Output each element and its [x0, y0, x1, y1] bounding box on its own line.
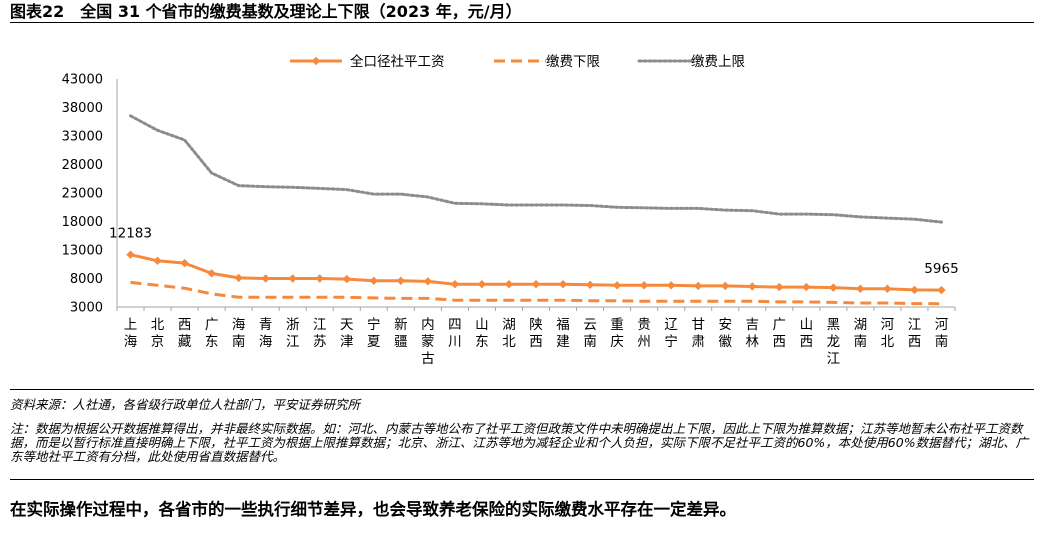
y-tick-label: 8000 — [70, 272, 103, 287]
x-tick-label: 福建 — [556, 317, 570, 350]
x-tick-label: 青海 — [259, 317, 273, 350]
data-point — [207, 269, 216, 278]
data-point — [883, 284, 892, 293]
data-point — [829, 283, 838, 292]
data-point — [937, 285, 946, 295]
x-tick-label: 辽宁 — [664, 317, 678, 350]
y-axis: 3000 8000 13000 18000 23000 28000 33000 38000 43… — [62, 73, 118, 316]
data-point — [666, 281, 676, 290]
bottom-rule — [10, 479, 1034, 480]
data-point — [721, 281, 730, 291]
note-text: 注：数据为根据公开数据推算得出，并非最终实际数据。如：河北、内蒙古等地公布了社平… — [10, 421, 1029, 464]
x-tick-label: 江西 — [908, 317, 922, 350]
data-point — [802, 282, 811, 292]
x-axis: 上海北京西藏广东海南青海浙江江苏天津宁夏新疆内蒙古四川山东湖北陕西福建云南重庆贵… — [116, 306, 956, 367]
x-tick-label: 甘肃 — [691, 317, 705, 350]
y-tick-label: 28000 — [62, 158, 103, 173]
figure-title: 图表22 全国 31 个省市的缴费基数及理论上下限（2023 年，元/月） — [10, 2, 522, 21]
top-rule — [10, 22, 1034, 23]
y-tick-label: 18000 — [62, 215, 103, 230]
x-tick-label: 重庆 — [610, 317, 624, 350]
y-tick-label: 3000 — [70, 301, 103, 316]
data-point — [612, 281, 622, 290]
x-tick-label: 广西 — [773, 317, 787, 350]
data-point — [775, 282, 784, 292]
x-tick-label: 四川 — [448, 317, 462, 350]
plot-area: 12183 5965 — [109, 114, 959, 306]
y-tick-label: 33000 — [62, 130, 103, 145]
x-tick-label: 内蒙古 — [421, 317, 435, 367]
series-line — [130, 280, 942, 306]
source-text: 资料来源：人社通，各省级行政单位人社部门，平安证券研究所 — [10, 397, 361, 412]
x-tick-label: 吉林 — [746, 317, 760, 350]
data-point — [910, 285, 919, 295]
x-tick-label: 河北 — [881, 317, 895, 350]
x-tick-label: 北京 — [151, 317, 165, 350]
legend-marker — [311, 56, 321, 66]
data-point — [856, 284, 865, 293]
x-tick-label: 广东 — [205, 317, 219, 350]
x-tick-label: 河南 — [935, 317, 949, 350]
x-tick-label: 新疆 — [394, 317, 408, 350]
data-point — [693, 281, 703, 291]
data-point — [748, 282, 757, 291]
data-point — [234, 273, 243, 283]
x-tick-label: 山西 — [800, 317, 814, 350]
legend-label: 缴费下限 — [546, 54, 600, 70]
data-point — [261, 274, 270, 283]
x-tick-label: 湖南 — [854, 317, 868, 350]
x-tick-label: 黑龙江 — [827, 317, 841, 367]
y-tick-label: 23000 — [62, 187, 103, 202]
x-tick-label: 贵州 — [637, 317, 651, 350]
data-point — [531, 280, 541, 289]
data-point — [585, 280, 595, 289]
data-point — [342, 274, 351, 284]
legend-label: 全口径社平工资 — [350, 53, 445, 70]
x-tick-label: 天津 — [340, 317, 354, 350]
data-point — [558, 280, 568, 289]
data-point — [639, 281, 649, 290]
data-point — [288, 274, 297, 283]
data-point — [477, 280, 487, 289]
conclusion-text: 在实际操作过程中，各省市的一些执行细节差异，也会导致养老保险的实际缴费水平存在一… — [10, 500, 736, 519]
y-tick-label: 43000 — [62, 73, 103, 88]
data-point — [504, 280, 514, 289]
data-point — [450, 280, 460, 289]
x-tick-label: 西藏 — [178, 317, 192, 350]
data-label: 5965 — [924, 261, 958, 277]
y-tick-label: 13000 — [62, 244, 103, 259]
data-point — [180, 258, 189, 268]
data-point — [315, 274, 324, 283]
x-tick-label: 宁夏 — [367, 316, 381, 350]
data-point — [126, 250, 135, 259]
data-point — [153, 256, 162, 266]
line-chart: 全口径社平工资 缴费下限 缴费上限 3000 8000 13000 18000 23000 2… — [62, 53, 959, 367]
data-label: 12183 — [109, 226, 152, 242]
x-tick-label: 上海 — [124, 317, 138, 350]
x-tick-label: 江苏 — [313, 317, 327, 350]
x-tick-label: 山东 — [475, 317, 489, 350]
chart-legend: 全口径社平工资 缴费下限 缴费上限 — [290, 53, 745, 70]
x-tick-label: 湖北 — [502, 317, 516, 350]
y-tick-label: 38000 — [62, 101, 103, 116]
legend-label: 缴费上限 — [691, 54, 745, 70]
divider-rule — [10, 389, 1034, 390]
data-point — [369, 276, 379, 285]
series-line — [129, 114, 943, 224]
data-point — [423, 277, 433, 286]
x-tick-label: 安徽 — [718, 317, 732, 350]
data-point — [396, 276, 406, 285]
x-tick-label: 云南 — [583, 317, 597, 350]
x-tick-label: 海南 — [232, 317, 246, 350]
x-tick-label: 陕西 — [529, 317, 543, 350]
x-tick-label: 浙江 — [286, 317, 300, 350]
